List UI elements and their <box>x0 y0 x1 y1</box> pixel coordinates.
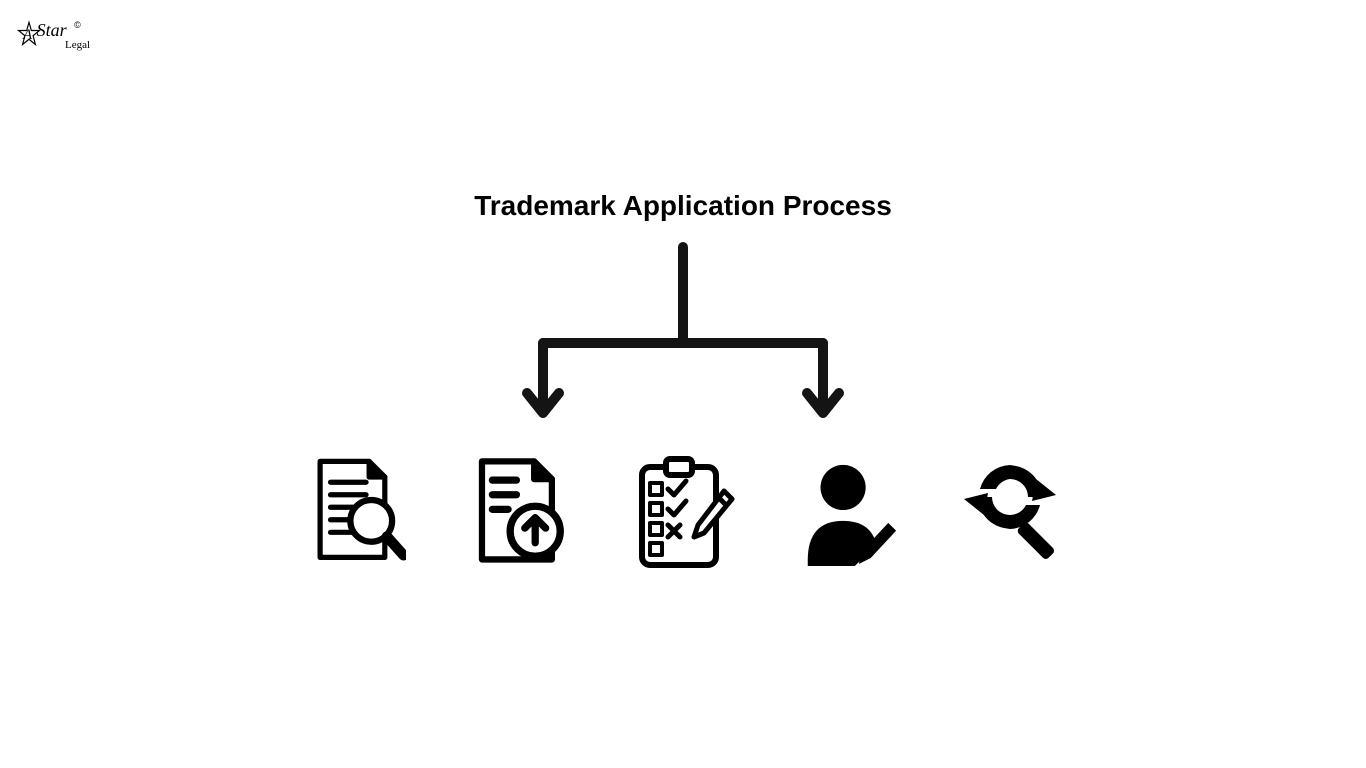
user-edit-icon <box>793 450 903 575</box>
logo-subtext: Legal <box>65 39 90 51</box>
logo: A Star © Legal <box>15 20 90 51</box>
process-icons-row <box>298 450 1068 575</box>
checklist-icon <box>628 450 738 575</box>
branch-connector <box>513 235 853 435</box>
logo-brand-a: A <box>23 27 32 44</box>
diagram-title: Trademark Application Process <box>474 190 892 222</box>
refresh-search-icon <box>958 450 1068 575</box>
document-upload-icon <box>463 450 573 575</box>
document-search-icon <box>298 450 408 575</box>
logo-brand-star: Star <box>37 20 67 41</box>
logo-copyright: © <box>74 20 81 30</box>
